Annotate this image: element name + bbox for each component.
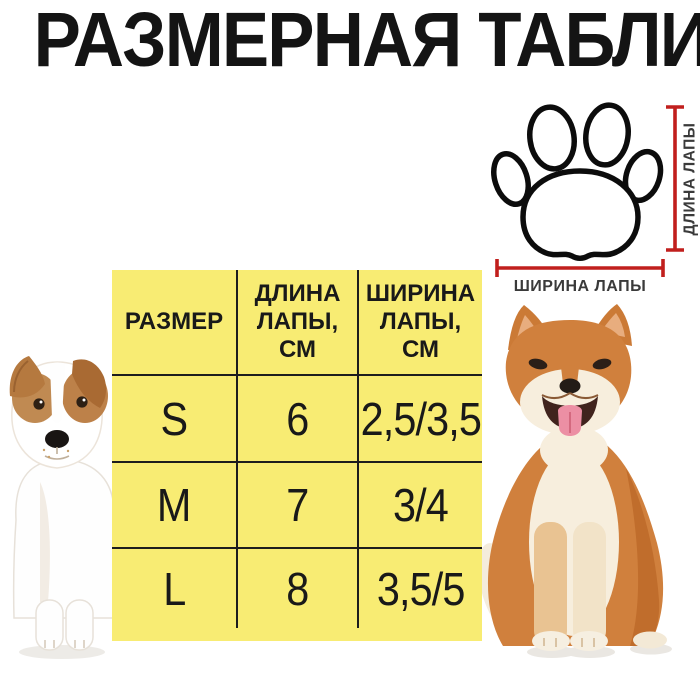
left-dog-nose [45,430,69,448]
value-size-m: M [157,479,192,531]
paw-measure-diagram: ДЛИНА ЛАПЫ ШИРИНА ЛАПЫ [491,102,699,295]
cell-width-l: 3,5/5 [357,547,482,628]
left-dog-ear-crease [13,360,29,393]
value-length-l: 8 [286,562,309,615]
muzzle-speckle [66,449,70,453]
page-title: РАЗМЕРНАЯ ТАБЛИЦА [33,0,700,83]
cell-length-s: 6 [236,374,357,461]
left-dog-mouth [44,447,70,460]
width-label: ШИРИНА ЛАПЫ [514,278,647,295]
length-dimension-line [666,105,684,252]
header-paw-width: ШИРИНА ЛАПЫ, СМ [357,270,482,374]
cell-width-m: 3/4 [357,461,482,547]
width-dimension-line [495,259,665,277]
left-dog-eye [76,396,88,408]
cell-size-l: L [112,547,236,628]
paw-icon [491,102,664,261]
right-dog-front-leg [573,522,606,646]
muzzle-speckle [42,448,46,452]
right-dog-flank-shading [626,468,660,646]
left-dog-shadow [19,645,105,659]
left-dog-front-leg [35,599,64,651]
left-dog-front-leg [65,599,94,651]
cell-width-s: 2,5/3,5 [357,374,482,461]
size-table-grid: РАЗМЕР ДЛИНА ЛАПЫ, СМ ШИРИНА ЛАПЫ, СМ S … [112,270,482,628]
cell-length-l: 8 [236,547,357,628]
right-dog-paw [532,631,570,651]
value-length-m: 7 [286,479,309,531]
left-dog-body [12,459,115,619]
left-dog-toes [44,640,85,648]
length-label: ДЛИНА ЛАПЫ [682,123,699,236]
right-dog-shadow [527,646,577,658]
right-dog-front-leg [534,522,567,646]
muzzle-speckle [47,455,51,459]
value-width-l: 3,5/5 [376,562,465,615]
left-dog-blaze [50,362,65,423]
eye-highlight [82,398,86,402]
right-dog-hind-paw [633,631,667,649]
right-dog-neck [540,426,608,474]
cell-size-s: S [112,374,236,461]
size-table: РАЗМЕР ДЛИНА ЛАПЫ, СМ ШИРИНА ЛАПЫ, СМ S … [112,270,482,641]
right-dog-muzzle [520,369,620,435]
shiba-inu-photo [478,304,672,658]
cell-size-m: M [112,461,236,547]
left-dog-ear [72,359,107,408]
right-dog-nose [559,378,581,394]
value-width-s: 2,5/3,5 [360,392,481,445]
right-dog-toes [543,638,595,647]
eye-highlight [39,400,43,404]
header-size: РАЗМЕР [124,307,224,335]
right-dog-eye [528,358,548,370]
value-size-l: L [162,562,186,615]
jack-russell-photo [9,356,115,659]
right-dog-paw [570,631,608,651]
left-dog-ear-folded [9,356,46,398]
page-title-wrap: РАЗМЕРНАЯ ТАБЛИЦА [0,2,700,79]
value-length-s: 6 [286,392,309,445]
value-width-m: 3/4 [393,479,449,531]
cell-length-m: 7 [236,461,357,547]
right-dog-smile-line [541,392,599,399]
left-dog-eye [33,398,45,410]
value-size-s: S [160,392,189,445]
left-dog-chest-shading [40,482,50,602]
right-dog-shadow [565,646,615,658]
right-dog-eye [592,358,612,370]
header-paw-length: ДЛИНА ЛАПЫ, СМ [236,270,357,374]
